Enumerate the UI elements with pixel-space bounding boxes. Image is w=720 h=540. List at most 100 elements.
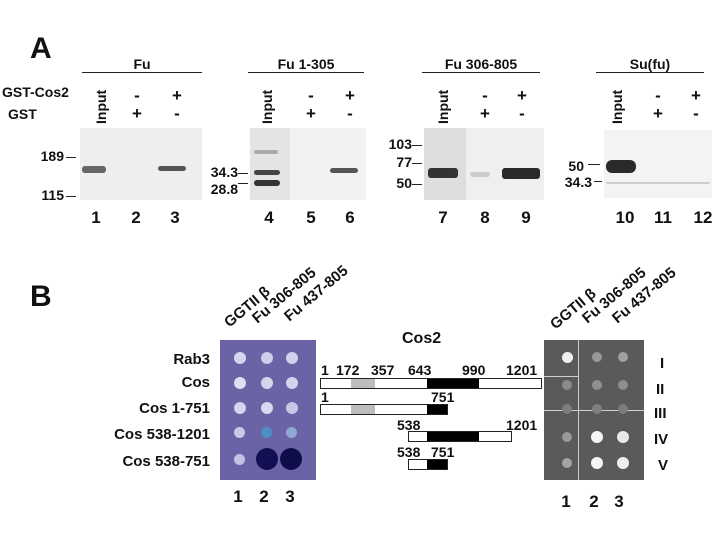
colony	[286, 427, 297, 438]
blot-input	[250, 128, 290, 200]
row-label: Cos 538-1201	[114, 426, 210, 443]
colony	[618, 380, 628, 390]
mw-marker: 103	[388, 136, 412, 152]
gst-row-label: GST	[8, 106, 37, 122]
blot	[80, 128, 202, 200]
domain-black	[427, 460, 447, 469]
colony	[592, 404, 602, 414]
row-label: Cos 1-751	[139, 400, 210, 417]
mw-tick	[412, 145, 422, 146]
lane-number: 3	[285, 487, 295, 506]
domain-grey	[351, 405, 375, 414]
row-label: Cos	[181, 374, 210, 391]
mw-tick	[594, 181, 602, 182]
residue-number: 751	[431, 444, 455, 460]
diagram-title: Cos2	[402, 330, 442, 347]
construct-full-length	[320, 378, 542, 389]
lane-number: 10	[615, 208, 635, 227]
mw-marker: 34.3	[210, 164, 238, 180]
colony	[256, 448, 278, 470]
gst-cos2-plus: +	[691, 86, 701, 105]
residue-number: 1	[321, 389, 329, 405]
mw-marker: 28.8	[210, 181, 238, 197]
construct-1-751	[320, 404, 448, 415]
residue-number: 357	[371, 362, 395, 378]
mw-tick	[66, 196, 76, 197]
colony	[617, 457, 629, 469]
colony	[286, 352, 298, 364]
colony	[591, 457, 603, 469]
input-label: Input	[93, 89, 109, 124]
divider	[544, 376, 578, 377]
mw-marker: 34.3	[564, 174, 592, 190]
lane-number: 1	[233, 487, 243, 506]
row-label: Cos 538-751	[122, 453, 210, 470]
header-underline	[248, 72, 364, 73]
gst-cos2-minus: -	[482, 86, 488, 105]
gst-cos2-minus: -	[655, 86, 661, 105]
colony	[591, 431, 603, 443]
band	[606, 182, 710, 184]
colony	[280, 448, 302, 470]
band	[82, 166, 106, 173]
roman-label: II	[656, 381, 665, 398]
colony	[617, 431, 629, 443]
lane-number: 7	[438, 208, 448, 227]
row-label: Rab3	[173, 351, 210, 368]
roman-label: V	[658, 457, 669, 474]
colony	[234, 402, 246, 414]
gel-header: Fu 306-805	[444, 56, 518, 72]
input-label: Input	[609, 89, 625, 124]
panel-b-letter: B	[30, 280, 52, 313]
colony	[234, 352, 246, 364]
mw-tick	[588, 164, 600, 165]
colony	[261, 377, 273, 389]
colony	[618, 352, 628, 362]
input-label: Input	[435, 89, 451, 124]
panel-a-letter: A	[30, 32, 52, 65]
colony	[562, 380, 572, 390]
gel-header: Fu 1-305	[277, 56, 335, 72]
lane-number: 6	[345, 208, 355, 227]
lane-number: 9	[521, 208, 531, 227]
gst-minus: -	[519, 104, 525, 123]
mw-tick	[412, 184, 422, 185]
gst-cos2-minus: -	[308, 86, 314, 105]
colony	[592, 352, 602, 362]
lane-number: 11	[654, 208, 672, 227]
lane-number: 3	[614, 492, 624, 511]
residue-number: 1	[321, 362, 329, 378]
residue-number: 538	[397, 444, 421, 460]
mw-marker: 77	[396, 154, 412, 170]
construct-538-751	[408, 459, 448, 470]
gst-plus: +	[653, 104, 663, 123]
band	[428, 168, 458, 178]
residue-number: 643	[408, 362, 432, 378]
colony	[261, 402, 273, 414]
header-underline	[596, 72, 704, 73]
colony	[286, 377, 298, 389]
yeast-plate-right	[544, 340, 644, 480]
colony	[618, 404, 628, 414]
gst-cos2-plus: +	[172, 86, 182, 105]
lane-number: 1	[561, 492, 571, 511]
band	[254, 150, 278, 154]
roman-label: I	[660, 355, 665, 372]
gel-header: Fu	[133, 56, 151, 72]
band	[330, 168, 358, 173]
residue-number: 172	[336, 362, 360, 378]
gst-cos2-minus: -	[134, 86, 140, 105]
construct-538-1201	[408, 431, 512, 442]
colony	[562, 404, 572, 414]
band	[606, 160, 636, 173]
colony	[234, 427, 245, 438]
mw-tick	[412, 163, 422, 164]
blot	[290, 128, 366, 200]
colony	[562, 352, 573, 363]
lane-number: 12	[693, 208, 713, 227]
mw-tick	[238, 173, 248, 174]
domain-grey	[351, 379, 375, 388]
lane-number: 2	[259, 487, 269, 506]
domain-black	[427, 405, 447, 414]
colony	[562, 458, 572, 468]
